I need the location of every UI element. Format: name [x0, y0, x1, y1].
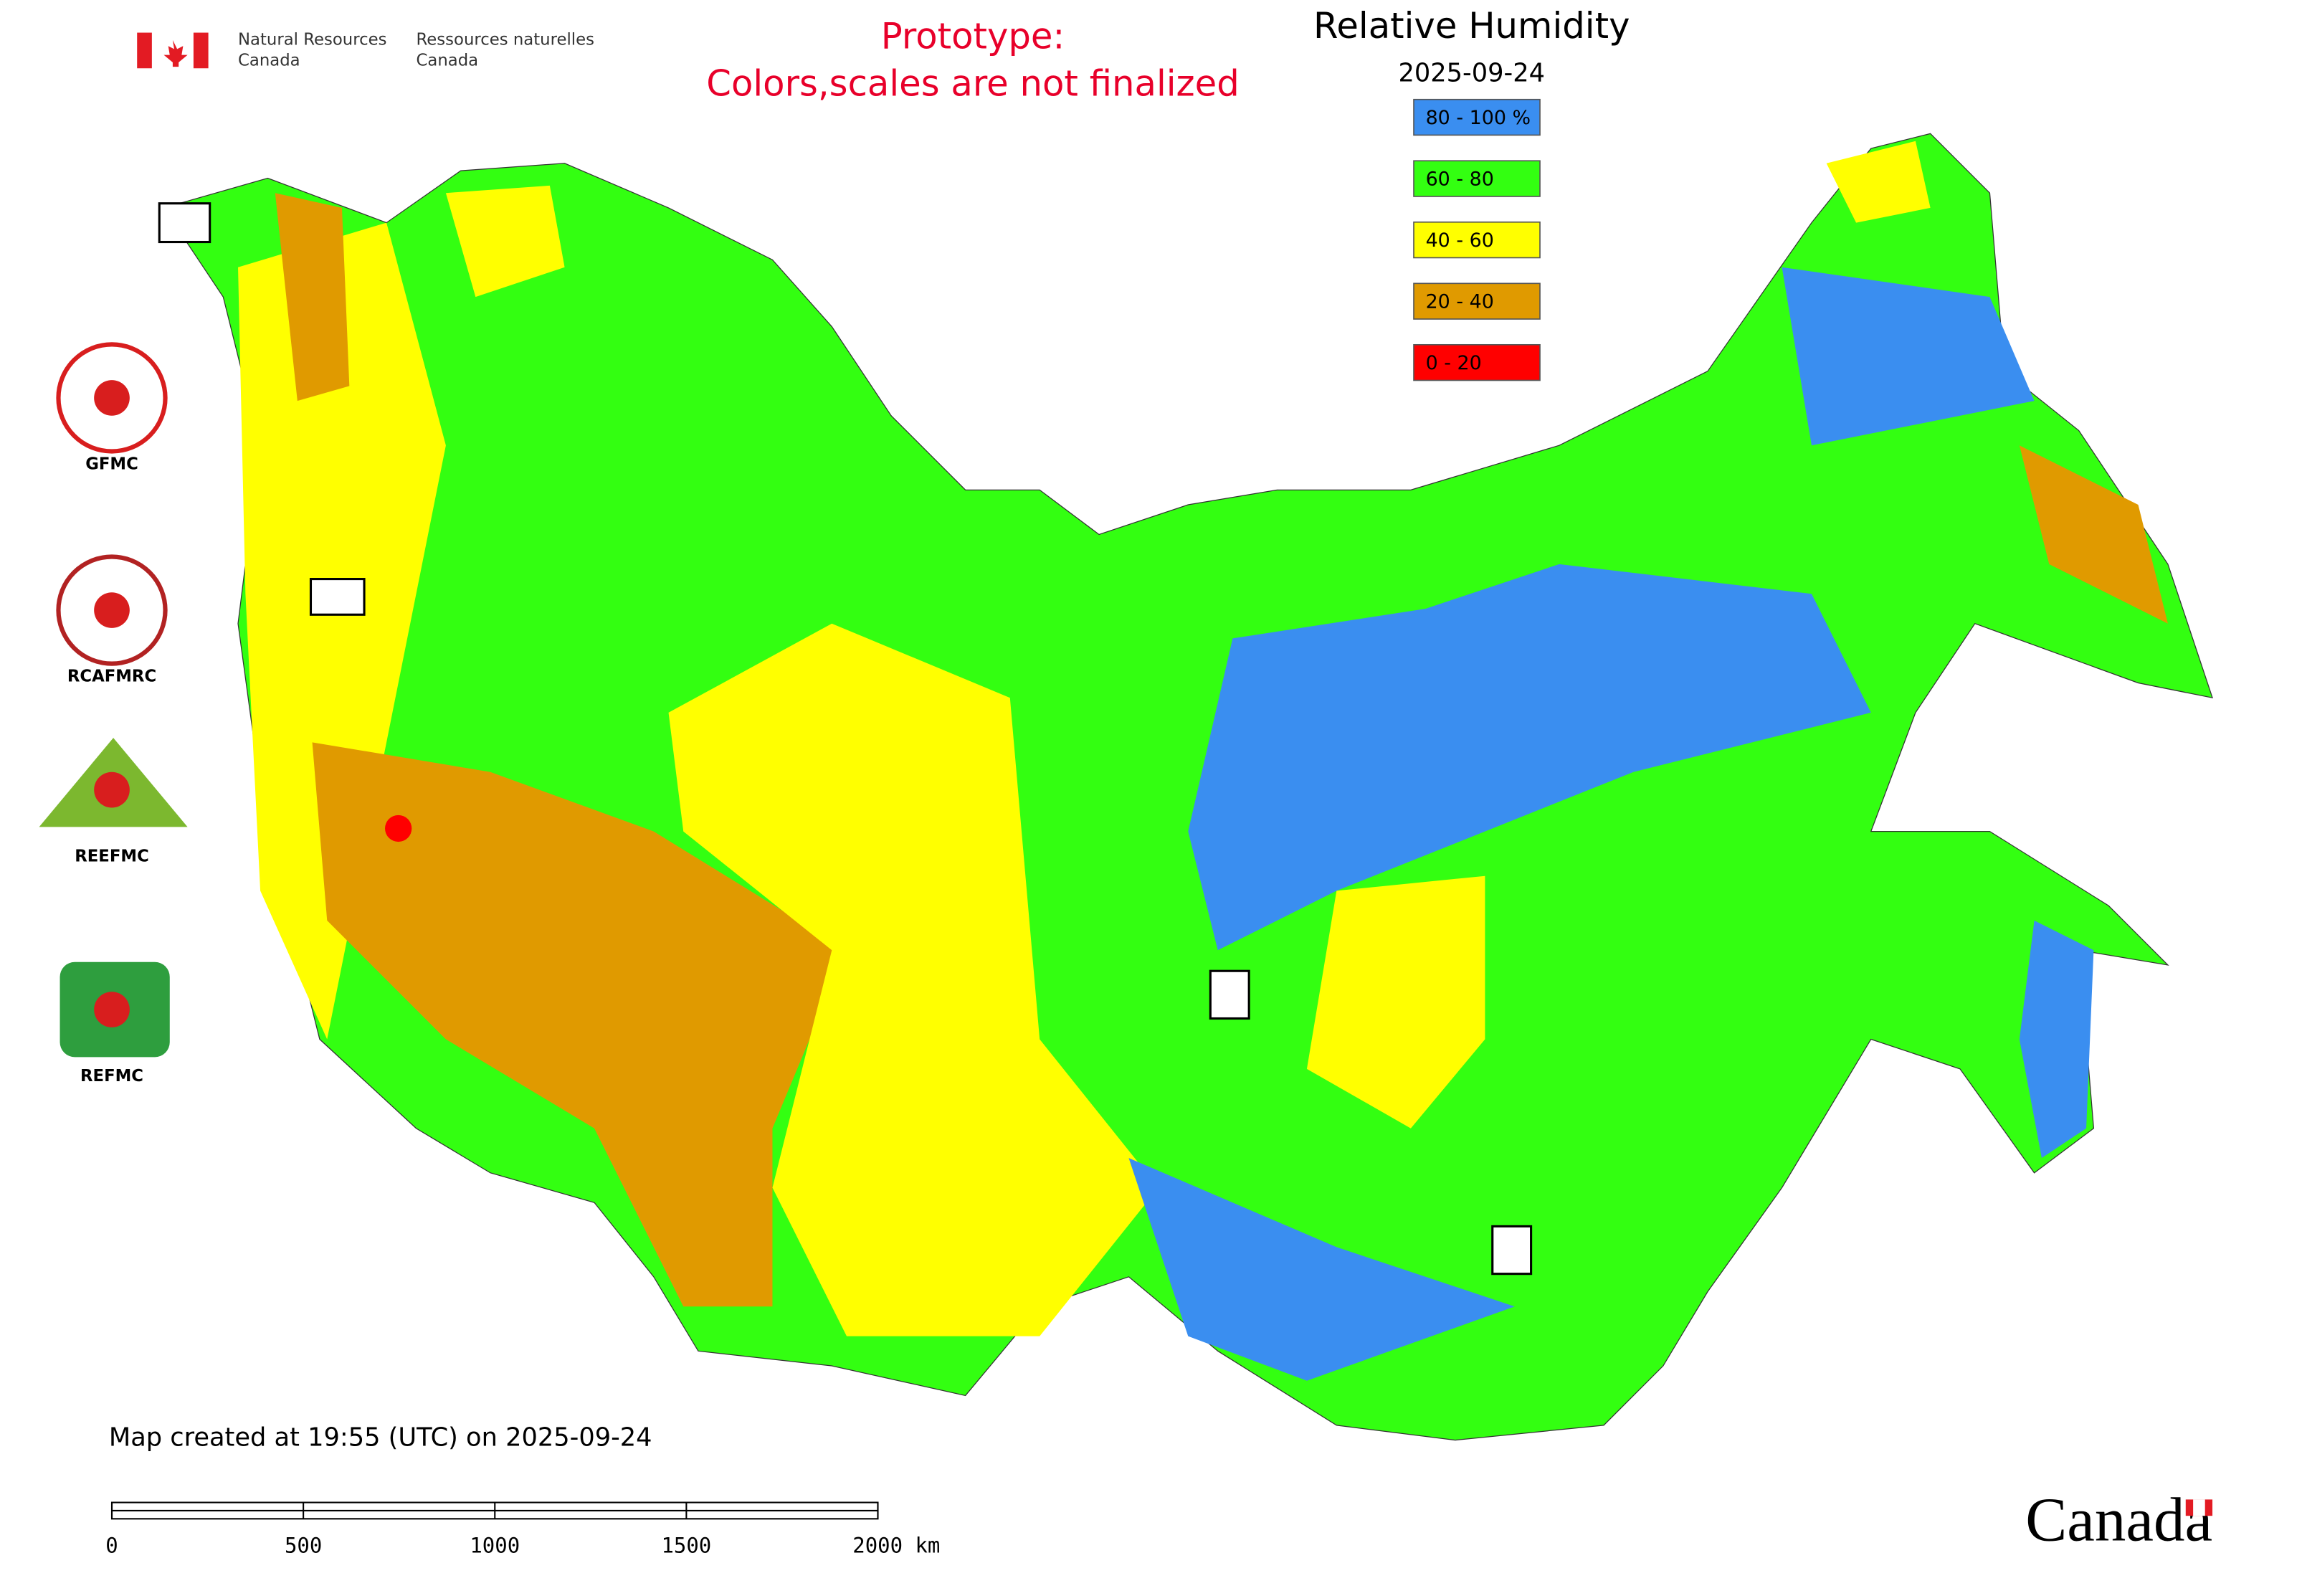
agency-en: Canada: [238, 51, 300, 70]
scale-label: 1500: [661, 1534, 711, 1558]
legend-label: 40 - 60: [1426, 229, 1494, 252]
logo-flame: [94, 380, 130, 416]
center-marker: [158, 202, 211, 244]
logo-flame: [94, 992, 130, 1027]
center-marker: [1491, 1225, 1533, 1276]
map-date: 2025-09-24: [1399, 59, 1546, 88]
logos: GFMC RCAFMRC REEFMC REFMC: [39, 202, 1533, 1276]
logo-label: GFMC: [85, 455, 138, 474]
scale-label: 500: [285, 1534, 322, 1558]
legend-label: 60 - 80: [1426, 168, 1494, 191]
logo-flame: [94, 592, 130, 628]
scale-label: 0: [105, 1534, 118, 1558]
legend-label: 20 - 40: [1426, 291, 1494, 313]
legend-label: 0 - 20: [1426, 352, 1482, 374]
notice: Colors,scales are not finalized: [706, 63, 1239, 105]
scale-label: 1000: [470, 1534, 520, 1558]
created-note: Map created at 19:55 (UTC) on 2025-09-24: [109, 1423, 652, 1453]
humidity-zone: [385, 814, 412, 842]
legend-swatch: [1413, 160, 1541, 197]
humidity-zone: [1826, 141, 1931, 223]
legend-swatch: [1413, 343, 1541, 381]
humidity-zone: [238, 222, 446, 1040]
humidity-zone: [1128, 1158, 1515, 1381]
center-marker: [1209, 969, 1250, 1020]
flag-bar: [137, 32, 152, 69]
humidity-zone: [1306, 875, 1485, 1129]
humidity-zone: [1188, 564, 1871, 951]
humidity-zone: [275, 193, 350, 402]
agency-fr: Canada: [417, 51, 479, 70]
humidity-zone: [312, 742, 847, 1307]
flag-bar: [193, 32, 209, 69]
land: [163, 133, 2213, 1441]
legend-swatch: [1413, 221, 1541, 259]
logo-label: REEFMC: [75, 847, 149, 865]
logo-label: REFMC: [80, 1067, 143, 1086]
humidity-zone: [445, 185, 565, 298]
agency-fr: Ressources naturelles: [417, 30, 594, 49]
humidity-zone: [1782, 267, 2035, 446]
legend-swatch: [1413, 282, 1541, 320]
humidity-zone: [668, 623, 1159, 1336]
wordmark-flag: [2193, 1499, 2205, 1516]
legend: 80 - 100 % 60 - 80 40 - 60 20 - 40 0 - 20: [1413, 98, 1541, 381]
notice: Prototype:: [881, 15, 1065, 57]
scale-label: 2000 km: [852, 1534, 940, 1558]
map-title: Relative Humidity: [1313, 5, 1630, 47]
legend-swatch: [1413, 98, 1541, 136]
logo-label: RCAFMRC: [67, 668, 156, 686]
scale-bar: 0 500 1000 1500 2000 km: [105, 1501, 940, 1558]
agency-en: Natural Resources: [238, 30, 386, 49]
humidity-zone: [2019, 920, 2094, 1159]
center-marker: [309, 578, 366, 616]
logo-flame: [94, 771, 130, 808]
humidity-zone: [2019, 445, 2168, 624]
legend-label: 80 - 100 %: [1426, 107, 1531, 129]
canada-wordmark: Canada: [2025, 1486, 2212, 1554]
